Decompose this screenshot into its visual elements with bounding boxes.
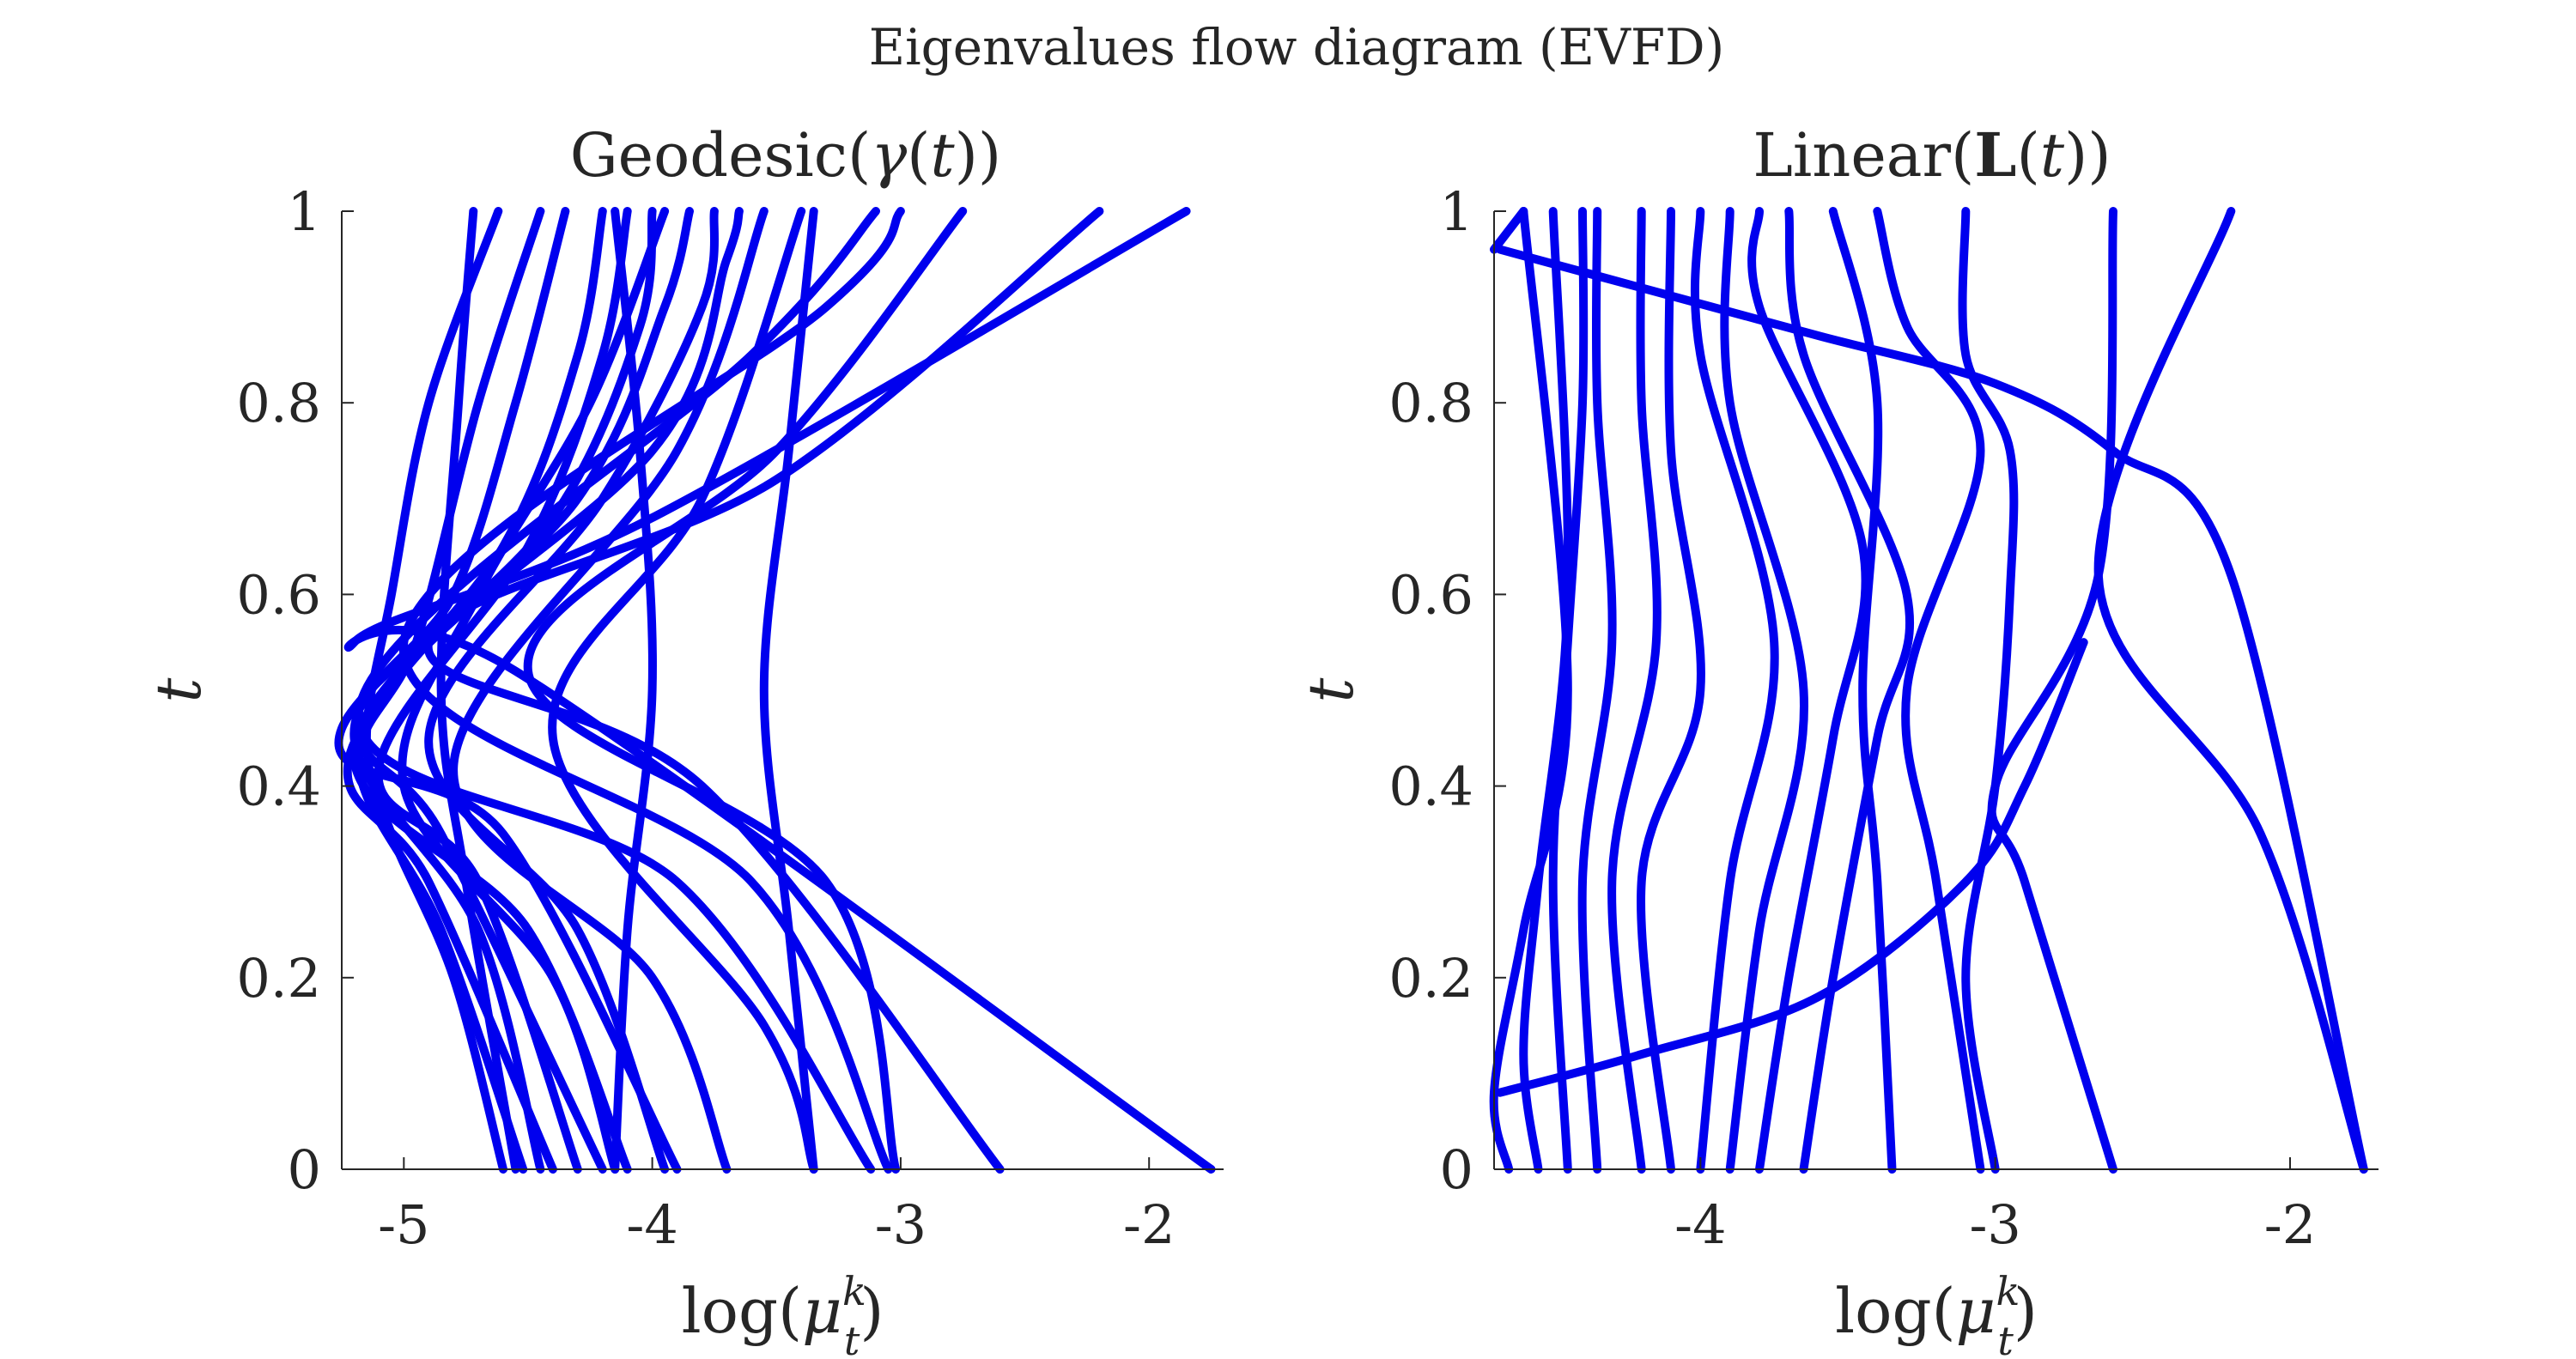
y-tick-label: 0.8 [1388, 372, 1473, 434]
y-axis-label: t [1295, 676, 1367, 702]
series-line-8 [1720, 207, 1809, 1174]
y-tick-label: 0.4 [236, 755, 321, 818]
x-tick-label: -2 [1123, 1193, 1175, 1256]
x-axis-label: log(μk t) [682, 1268, 884, 1359]
series-line-16 [1495, 245, 2368, 1174]
panel-title: Linear(L(t)) [1753, 119, 2111, 191]
series-line-6 [1784, 207, 1915, 1174]
series-line-9 [1690, 207, 1779, 1174]
y-tick-label: 1 [1440, 180, 1473, 243]
y-tick-label: 0.6 [236, 563, 321, 626]
series-line-12 [1577, 207, 1617, 1174]
x-axis-label: log(μk t) [1835, 1268, 2038, 1359]
y-tick-label: 1 [288, 180, 321, 243]
series-line-7 [1747, 207, 1870, 1174]
series-line-18 [611, 207, 657, 1174]
y-axis-label: t [143, 676, 215, 702]
y-tick-label: 0.6 [1388, 563, 1473, 626]
series-line-14 [399, 207, 905, 1174]
series-line-16 [423, 207, 1104, 1174]
series-line-10 [1637, 207, 1705, 1174]
series-line-8 [349, 207, 694, 1174]
y-tick-label: 0 [288, 1138, 321, 1201]
series-line-14 [1519, 207, 1573, 1174]
series-line-3 [1958, 207, 2019, 1174]
y-tick-label: 0.8 [236, 372, 321, 434]
series-line-19 [759, 207, 818, 1174]
panel-title: Geodesic(γ(t)) [570, 120, 1001, 191]
y-tick-label: 0.4 [1388, 755, 1473, 818]
x-tick-label: -2 [2264, 1193, 2316, 1256]
x-tick-label: -5 [378, 1193, 429, 1256]
series-line-17 [1495, 638, 2088, 1097]
x-tick-label: -3 [875, 1193, 927, 1256]
x-tick-label: -3 [1969, 1193, 2020, 1256]
series-line-5 [1828, 207, 1897, 1174]
series-group [334, 207, 1216, 1174]
y-tick-label: 0 [1440, 1138, 1473, 1201]
series-line-20 [436, 207, 520, 1174]
series-group [1489, 207, 2368, 1174]
figure-title: Eigenvalues flow diagram (EVFD) [869, 18, 1725, 76]
series-line-11 [449, 207, 769, 1174]
linear-panel: 0 0.2 0.4 0.6 0.8 1 -4 -3 -2 Linear(L(t)) t log(μk t… [1295, 119, 2379, 1359]
series-line-17 [343, 207, 1216, 1174]
series-line-5 [374, 207, 632, 1174]
series-line-4 [1873, 207, 1985, 1174]
series-line-18 [1490, 207, 1528, 254]
series-line-15 [523, 207, 968, 1174]
series-line-12 [548, 207, 818, 1174]
series-line-11 [1607, 207, 1662, 1174]
y-tick-label: 0.2 [1388, 947, 1473, 1010]
series-line-1 [2093, 207, 2368, 1174]
x-tick-label: -4 [1674, 1193, 1726, 1256]
y-tick-label: 0.2 [236, 947, 321, 1010]
series-line-13 [355, 207, 880, 1174]
x-tick-label: -4 [626, 1193, 677, 1256]
geodesic-panel: 0 0.2 0.4 0.6 0.8 1 -5 -4 -3 -2 Geodesic(γ(t)) t log… [143, 120, 1224, 1359]
